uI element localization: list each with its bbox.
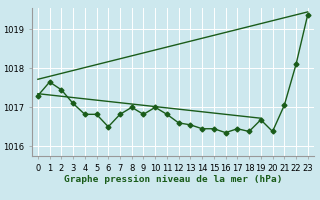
X-axis label: Graphe pression niveau de la mer (hPa): Graphe pression niveau de la mer (hPa) — [64, 175, 282, 184]
